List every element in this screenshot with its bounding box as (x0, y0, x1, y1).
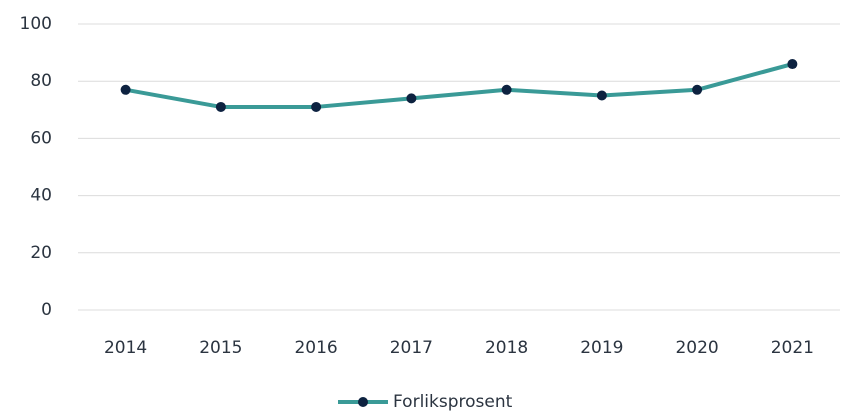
data-point (406, 93, 417, 104)
x-tick-label: 2014 (104, 338, 147, 358)
legend-label: Forliksprosent (393, 392, 513, 412)
y-tick-label: 20 (30, 243, 52, 263)
y-tick-label: 80 (30, 71, 52, 91)
data-point (787, 59, 798, 70)
data-point (120, 84, 131, 95)
x-tick-label: 2021 (771, 338, 814, 358)
x-tick-label: 2016 (294, 338, 337, 358)
y-tick-label: 60 (30, 128, 52, 148)
legend-marker (358, 397, 368, 407)
x-tick-label: 2019 (580, 338, 623, 358)
x-tick-label: 2017 (390, 338, 433, 358)
x-tick-label: 2015 (199, 338, 242, 358)
x-tick-label: 2018 (485, 338, 528, 358)
data-point (311, 101, 322, 112)
data-point (215, 101, 226, 112)
y-tick-label: 100 (20, 14, 52, 34)
y-tick-label: 0 (41, 300, 52, 320)
x-tick-label: 2020 (675, 338, 718, 358)
data-line (125, 62, 793, 109)
data-point (596, 90, 607, 101)
data-point (692, 84, 703, 95)
y-tick-label: 40 (30, 186, 52, 206)
data-point (501, 84, 512, 95)
